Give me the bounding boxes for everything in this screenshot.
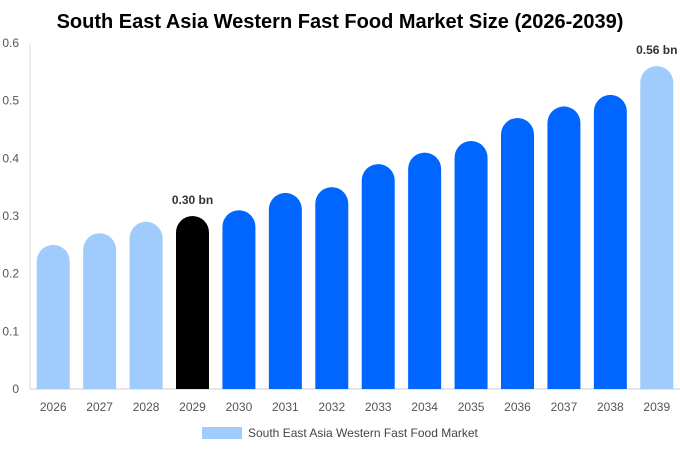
x-tick-label: 2028 xyxy=(133,400,160,414)
y-tick-label: 0 xyxy=(12,382,19,396)
bar-2030 xyxy=(222,210,256,389)
x-tick-label: 2029 xyxy=(179,400,206,414)
bars xyxy=(36,66,674,390)
bar-2035 xyxy=(454,141,488,389)
y-tick-label: 0.2 xyxy=(2,267,19,281)
data-label: 0.30 bn xyxy=(172,193,213,207)
bar-2027 xyxy=(83,233,117,389)
bar-2028 xyxy=(129,221,163,389)
x-tick-label: 2035 xyxy=(458,400,485,414)
x-tick-label: 2036 xyxy=(504,400,531,414)
bar-2037 xyxy=(547,106,581,389)
x-tick-label: 2033 xyxy=(365,400,392,414)
y-tick-label: 0.5 xyxy=(2,94,19,108)
bar-2039 xyxy=(640,66,674,389)
data-labels: 0.30 bn 0.56 bn xyxy=(172,43,678,207)
y-tick-label: 0.4 xyxy=(2,151,19,165)
x-tick-label: 2032 xyxy=(318,400,345,414)
x-tick-label: 2026 xyxy=(40,400,67,414)
bar-2034 xyxy=(408,152,442,389)
x-tick-label: 2037 xyxy=(551,400,578,414)
legend-swatch xyxy=(202,427,242,439)
bar-2031 xyxy=(268,192,302,389)
bar-2038 xyxy=(593,94,627,390)
bar-2036 xyxy=(501,117,534,390)
bar-2032 xyxy=(315,187,349,389)
legend-label: South East Asia Western Fast Food Market xyxy=(248,426,479,440)
y-tick-label: 0.3 xyxy=(2,209,19,223)
x-axis: 2026 2027 2028 2029 2030 2031 2032 2033 2034 2035… xyxy=(30,388,680,414)
legend: South East Asia Western Fast Food Market xyxy=(202,426,479,440)
y-tick-label: 0.6 xyxy=(2,36,19,50)
chart-title: South East Asia Western Fast Food Market… xyxy=(57,11,624,33)
x-tick-label: 2038 xyxy=(597,400,624,414)
x-tick-label: 2030 xyxy=(226,400,253,414)
bar-2033 xyxy=(361,164,395,389)
x-tick-label: 2034 xyxy=(411,400,438,414)
bar-2029 xyxy=(176,216,209,389)
y-axis: 0 0.1 0.2 0.3 0.4 0.5 0.6 xyxy=(2,36,31,396)
data-label: 0.56 bn xyxy=(636,43,677,57)
y-tick-label: 0.1 xyxy=(2,324,19,338)
x-tick-label: 2027 xyxy=(86,400,113,414)
x-tick-label: 2031 xyxy=(272,400,299,414)
x-tick-label: 2039 xyxy=(643,400,670,414)
bar-2026 xyxy=(36,244,70,389)
